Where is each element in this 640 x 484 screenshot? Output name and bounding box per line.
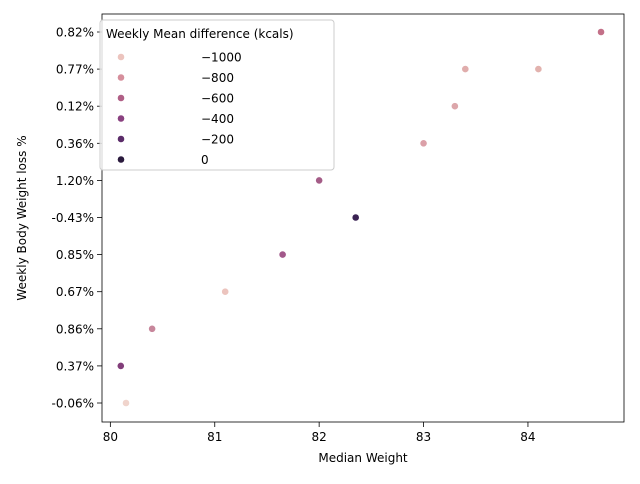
x-tick-label: 81 [207, 430, 222, 444]
y-tick-label: 0.82% [56, 26, 94, 40]
legend-marker [117, 114, 125, 123]
legend-label: 0 [201, 153, 209, 167]
scatter-point [450, 102, 459, 111]
legend-title: Weekly Mean difference (kcals) [106, 27, 294, 41]
scatter-point [597, 28, 605, 36]
legend-marker [117, 155, 125, 164]
scatter-point [351, 213, 360, 222]
x-tick-label: 83 [416, 430, 431, 444]
legend-marker [117, 73, 125, 82]
plot-frame [101, 13, 625, 423]
scatter-point [122, 399, 130, 407]
legend-box [99, 19, 335, 171]
y-axis-ticks: -0.06% 0.37% 0.86% 0.67% 0.85% -0.43% 1.20% 0.3… [52, 26, 102, 411]
y-tick-label: 0.85% [56, 248, 94, 262]
x-axis-label: Median Weight [318, 451, 408, 465]
scatter-point [315, 176, 324, 185]
data-points [116, 28, 605, 407]
y-tick-label: 0.86% [56, 322, 94, 336]
legend-marker [117, 94, 125, 102]
legend: Weekly Mean difference (kcals) −1000 −800… [99, 19, 335, 171]
y-tick-label: 0.37% [56, 359, 94, 373]
legend-label: −200 [201, 133, 234, 147]
y-tick-label: 0.12% [56, 100, 94, 114]
legend-label: −1000 [201, 51, 242, 65]
x-tick-label: 84 [520, 430, 535, 444]
scatter-point [419, 139, 428, 148]
scatter-point [278, 250, 287, 259]
y-axis-label: Weekly Body Weight loss % [15, 135, 29, 300]
legend-label: −400 [201, 112, 234, 126]
legend-marker [117, 135, 125, 143]
legend-label: −600 [201, 92, 234, 106]
y-tick-label: 0.36% [56, 137, 94, 151]
y-tick-label: -0.43% [52, 211, 94, 225]
legend-entries: −1000 −800 −600 −400 −200 0 [117, 51, 242, 167]
legend-marker [117, 53, 125, 61]
y-tick-label: 0.67% [56, 285, 94, 299]
scatter-point [461, 65, 470, 73]
scatter-point [116, 361, 125, 370]
y-tick-label: 0.77% [56, 63, 94, 77]
x-axis-ticks: 80 81 82 83 84 [103, 422, 536, 444]
scatter-point [221, 287, 230, 296]
x-tick-label: 80 [103, 430, 118, 444]
y-tick-label: 1.20% [56, 174, 94, 188]
legend-label: −800 [201, 71, 234, 85]
scatter-point [148, 324, 157, 333]
scatter-point [534, 65, 543, 73]
y-tick-label: -0.06% [52, 397, 94, 411]
x-tick-label: 82 [312, 430, 327, 444]
